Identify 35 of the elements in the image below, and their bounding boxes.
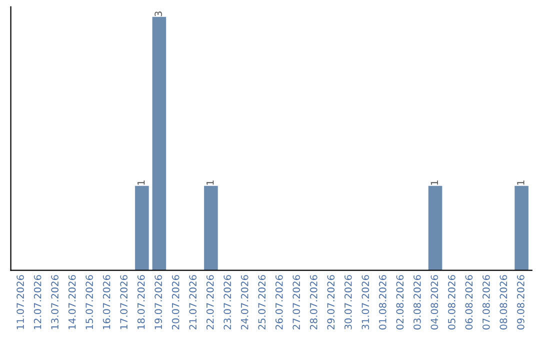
data-label: 3 <box>154 12 162 16</box>
x-tick-label: 13.07.2026 <box>51 275 58 330</box>
data-label: 1 <box>430 180 438 185</box>
x-tick-label: 06.08.2026 <box>465 275 473 330</box>
x-tick-label: 28.07.2026 <box>310 275 318 330</box>
x-tick-label: 04.08.2026 <box>430 275 438 330</box>
x-tick-label: 19.07.2026 <box>154 275 162 330</box>
data-label: 1 <box>138 180 145 185</box>
x-tick-label: 01.08.2026 <box>378 275 386 330</box>
x-tick-label: 31.07.2026 <box>362 275 370 330</box>
x-tick-label: 20.07.2026 <box>172 275 180 330</box>
x-tick-label: 30.07.2026 <box>344 275 352 330</box>
x-tick-label: 22.07.2026 <box>206 275 214 330</box>
x-tick-label: 09.08.2026 <box>517 275 524 330</box>
x-tick-label: 21.07.2026 <box>189 275 197 330</box>
x-tick-label: 16.07.2026 <box>102 275 110 330</box>
x-tick-label: 15.07.2026 <box>86 275 93 330</box>
x-tick-label: 12.07.2026 <box>34 275 42 330</box>
x-tick-label: 23.07.2026 <box>224 275 232 330</box>
x-tick-label: 17.07.2026 <box>120 275 128 330</box>
x-tick-label: 03.08.2026 <box>413 275 421 330</box>
x-tick-label: 11.07.2026 <box>16 275 24 330</box>
x-tick-label: 08.08.2026 <box>500 275 508 330</box>
x-tick-label: 14.07.2026 <box>68 275 76 330</box>
x-tick-label: 05.08.2026 <box>448 275 456 330</box>
x-tick-label: 18.07.2026 <box>137 275 145 330</box>
data-label: 1 <box>517 180 524 185</box>
x-tick-label: 29.07.2026 <box>327 275 335 330</box>
x-tick-label: 27.07.2026 <box>292 275 300 330</box>
x-tick-label: 24.07.2026 <box>240 275 248 330</box>
x-tick-label: 26.07.2026 <box>275 275 283 330</box>
data-label: 1 <box>206 180 214 185</box>
x-tick-label: 25.07.2026 <box>258 275 266 330</box>
x-tick-label: 07.08.2026 <box>482 275 490 330</box>
x-tick-label: 02.08.2026 <box>396 275 404 330</box>
